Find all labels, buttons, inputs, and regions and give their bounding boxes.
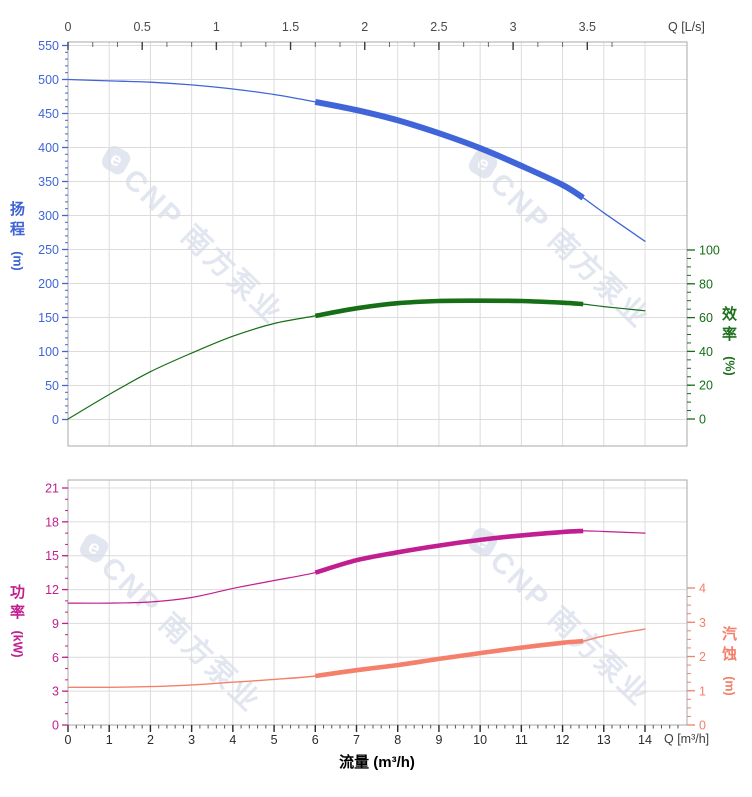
efficiency-axis-unit: (%)	[722, 356, 737, 376]
svg-text:40: 40	[699, 345, 713, 359]
npsh-axis-unit: (m)	[722, 676, 737, 696]
head-axis-title: 扬程 (m)	[9, 200, 26, 283]
svg-text:350: 350	[38, 175, 59, 189]
svg-text:200: 200	[38, 277, 59, 291]
svg-text:2: 2	[147, 733, 154, 747]
svg-text:3: 3	[699, 616, 706, 630]
gridlines	[68, 42, 687, 725]
flow-axis-title: 流量 (m³/h)	[339, 754, 415, 771]
npsh-y-axis: 0 1 2 3 4	[687, 582, 706, 733]
top-axis-unit-label: Q [L/s]	[668, 20, 705, 34]
svg-text:0: 0	[52, 719, 59, 733]
svg-text:500: 500	[38, 73, 59, 87]
panel-frames	[67, 41, 688, 726]
power-y-axis: 0 3 6 9 12 15 18 21	[45, 482, 68, 733]
svg-text:3.5: 3.5	[579, 20, 596, 34]
svg-text:4: 4	[229, 733, 236, 747]
bottom-x-axis: 0 1 2 3 4 5 6 7 8 9 10 11 12 13 14	[65, 725, 679, 747]
svg-text:21: 21	[45, 482, 59, 496]
head-y-axis: 0 50 100 150 200 250 300 350 400 450 500 550	[38, 39, 68, 427]
npsh-curve-duty-segment	[315, 638, 584, 679]
svg-text:20: 20	[699, 379, 713, 393]
efficiency-y-axis: 0 20 40 60 80 100	[687, 244, 720, 427]
svg-text:0.5: 0.5	[133, 20, 150, 34]
efficiency-axis-title-text: 效率	[721, 306, 737, 343]
svg-text:250: 250	[38, 243, 59, 257]
svg-text:60: 60	[699, 311, 713, 325]
svg-text:0: 0	[65, 20, 72, 34]
svg-text:150: 150	[38, 311, 59, 325]
svg-text:0: 0	[699, 719, 706, 733]
svg-text:400: 400	[38, 141, 59, 155]
svg-text:9: 9	[52, 617, 59, 631]
svg-text:4: 4	[699, 582, 706, 596]
head-axis-unit: (m)	[10, 251, 25, 271]
power-curve-duty-segment	[314, 528, 584, 575]
svg-text:0: 0	[52, 413, 59, 427]
head-curve-duty-segment	[314, 98, 585, 201]
svg-text:18: 18	[45, 515, 59, 529]
svg-text:50: 50	[45, 379, 59, 393]
svg-text:100: 100	[699, 244, 720, 258]
svg-text:11: 11	[515, 733, 528, 747]
svg-text:7: 7	[353, 733, 360, 747]
svg-text:6: 6	[312, 733, 319, 747]
svg-text:100: 100	[38, 345, 59, 359]
svg-text:3: 3	[52, 685, 59, 699]
top-x-axis: 0 0.5 1 1.5 2 2.5 3 3.5	[65, 20, 613, 50]
svg-text:1: 1	[213, 20, 220, 34]
npsh-axis-title: 汽蚀 (m)	[721, 625, 738, 708]
power-axis-title: 功率 (kW)	[9, 583, 26, 666]
svg-text:12: 12	[45, 583, 59, 597]
power-axis-title-text: 功率	[9, 584, 25, 621]
svg-text:0: 0	[65, 733, 72, 747]
svg-text:1: 1	[699, 684, 706, 698]
svg-text:0: 0	[699, 413, 706, 427]
svg-text:2: 2	[361, 20, 368, 34]
svg-text:3: 3	[510, 20, 517, 34]
svg-text:15: 15	[45, 549, 59, 563]
svg-text:1.5: 1.5	[282, 20, 299, 34]
efficiency-axis-title: 效率 (%)	[721, 305, 738, 388]
svg-text:12: 12	[556, 733, 570, 747]
svg-text:80: 80	[699, 277, 713, 291]
svg-text:10: 10	[473, 733, 487, 747]
svg-text:6: 6	[52, 651, 59, 665]
svg-text:14: 14	[638, 733, 652, 747]
svg-text:13: 13	[597, 733, 611, 747]
svg-text:300: 300	[38, 209, 59, 223]
npsh-axis-title-text: 汽蚀	[721, 626, 737, 663]
svg-text:9: 9	[435, 733, 442, 747]
efficiency-curve-duty-segment	[314, 298, 584, 319]
bottom-axis-unit-label: Q [m³/h]	[664, 732, 710, 746]
svg-text:550: 550	[38, 39, 59, 53]
head-axis-title-text: 扬程	[9, 201, 25, 238]
svg-text:8: 8	[394, 733, 401, 747]
svg-text:2.5: 2.5	[430, 20, 447, 34]
svg-text:450: 450	[38, 107, 59, 121]
svg-text:1: 1	[106, 733, 113, 747]
svg-text:3: 3	[188, 733, 195, 747]
svg-text:2: 2	[699, 650, 706, 664]
svg-text:5: 5	[271, 733, 278, 747]
power-axis-unit: (kW)	[10, 630, 25, 658]
